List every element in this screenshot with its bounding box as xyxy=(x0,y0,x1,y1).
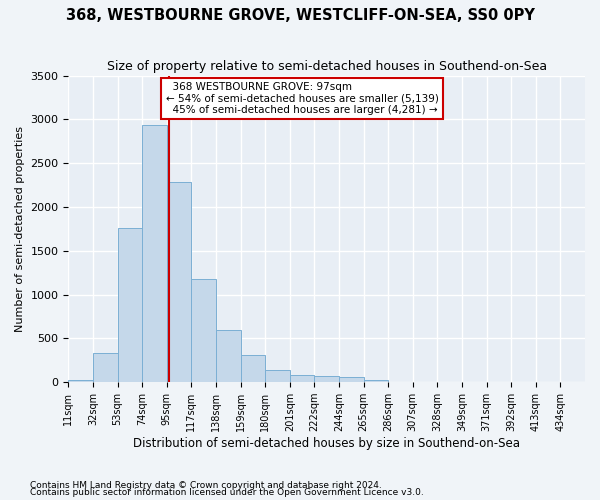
Bar xyxy=(93,354,118,382)
Bar xyxy=(364,380,388,382)
Text: Contains public sector information licensed under the Open Government Licence v3: Contains public sector information licen… xyxy=(30,488,424,497)
Bar xyxy=(314,376,339,382)
X-axis label: Distribution of semi-detached houses by size in Southend-on-Sea: Distribution of semi-detached houses by … xyxy=(133,437,520,450)
Bar xyxy=(167,182,191,382)
Bar xyxy=(216,330,241,382)
Text: 368 WESTBOURNE GROVE: 97sqm
← 54% of semi-detached houses are smaller (5,139)
  : 368 WESTBOURNE GROVE: 97sqm ← 54% of sem… xyxy=(166,82,439,115)
Bar xyxy=(339,378,364,382)
Title: Size of property relative to semi-detached houses in Southend-on-Sea: Size of property relative to semi-detach… xyxy=(107,60,547,73)
Bar xyxy=(290,375,314,382)
Bar xyxy=(265,370,290,382)
Bar xyxy=(142,124,167,382)
Y-axis label: Number of semi-detached properties: Number of semi-detached properties xyxy=(15,126,25,332)
Text: Contains HM Land Registry data © Crown copyright and database right 2024.: Contains HM Land Registry data © Crown c… xyxy=(30,480,382,490)
Bar xyxy=(68,380,93,382)
Bar xyxy=(191,280,216,382)
Bar xyxy=(241,355,265,382)
Text: 368, WESTBOURNE GROVE, WESTCLIFF-ON-SEA, SS0 0PY: 368, WESTBOURNE GROVE, WESTCLIFF-ON-SEA,… xyxy=(65,8,535,22)
Bar xyxy=(118,228,142,382)
